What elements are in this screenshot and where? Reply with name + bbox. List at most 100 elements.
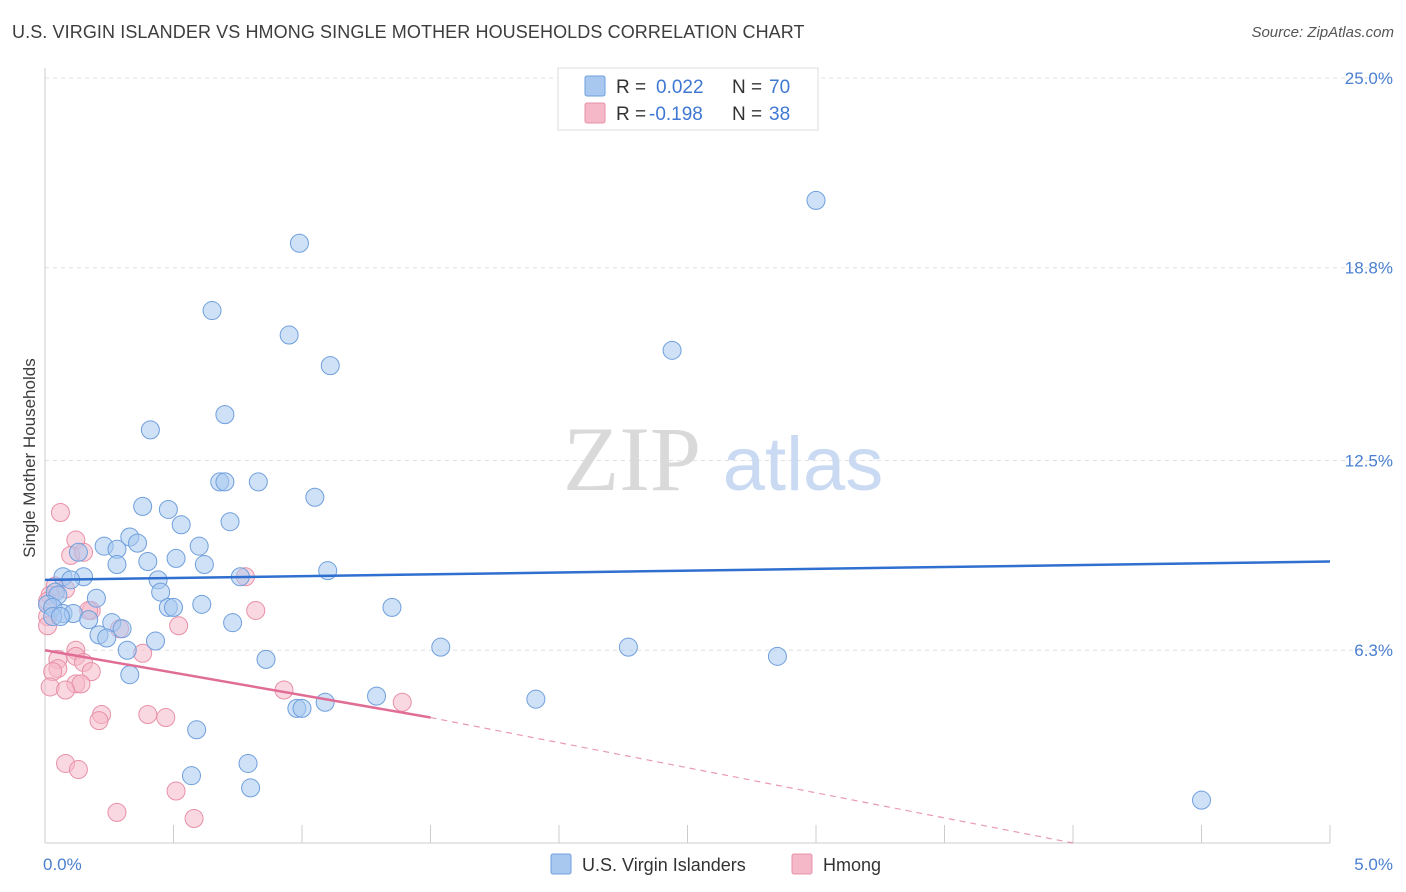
hmong-point-27 bbox=[56, 680, 76, 700]
virgin-islander-point-52 bbox=[146, 631, 166, 651]
legend-n-label-1: N = bbox=[732, 77, 762, 98]
hmong-point-29 bbox=[392, 692, 412, 712]
y-tick-labels: 6.3% 12.5% 18.8% 25.0% bbox=[1345, 69, 1393, 660]
hmong-trend-line bbox=[44, 648, 431, 719]
virgin-islander-point-39 bbox=[164, 597, 183, 617]
virgin-islander-point-3 bbox=[279, 325, 299, 345]
virgin-islander-point-40 bbox=[192, 594, 212, 614]
virgin-islander-point-61 bbox=[315, 692, 335, 712]
virgin-islander-point-6 bbox=[215, 405, 235, 425]
virgin-islander-point-25 bbox=[194, 555, 214, 575]
legend-swatch-virgin-islanders bbox=[584, 75, 606, 97]
virgin-islander-point-59 bbox=[367, 686, 387, 706]
virgin-islander-point-23 bbox=[138, 551, 158, 571]
legend-r-value-2: -0.198 bbox=[649, 104, 703, 125]
x-tick-label-1: 5.0% bbox=[1354, 855, 1393, 874]
hmong-point-13 bbox=[169, 616, 189, 636]
correlation-legend: R = 0.022 N = 70 R = -0.198 N = 38 bbox=[557, 67, 819, 131]
series-legend: U.S. Virgin Islanders Hmong bbox=[550, 853, 881, 875]
virgin-islander-point-15 bbox=[171, 515, 191, 535]
virgin-islander-point-4 bbox=[662, 340, 682, 360]
hmong-point-32 bbox=[156, 708, 176, 728]
virgin-islander-point-5 bbox=[320, 356, 340, 376]
hmong-points bbox=[38, 503, 412, 829]
hmong-point-38 bbox=[184, 809, 204, 829]
virgin-islander-point-2 bbox=[202, 301, 222, 321]
virgin-islander-point-55 bbox=[618, 637, 638, 657]
virgin-islander-point-0 bbox=[806, 190, 826, 210]
virgin-islander-point-22 bbox=[166, 548, 186, 568]
virgin-islander-point-11 bbox=[305, 487, 325, 507]
hmong-point-36 bbox=[166, 781, 186, 801]
virgin-islander-point-35 bbox=[86, 588, 106, 608]
virgin-islander-point-64 bbox=[187, 720, 207, 740]
y-tick-label-1: 12.5% bbox=[1345, 452, 1393, 471]
virgin-islander-point-19 bbox=[128, 533, 148, 553]
y-tick-label-2: 18.8% bbox=[1345, 259, 1393, 278]
virgin-islander-points bbox=[38, 190, 1211, 810]
hmong-point-26 bbox=[40, 677, 60, 697]
virgin-islander-point-14 bbox=[220, 512, 240, 532]
axes bbox=[44, 68, 1331, 844]
y-tick-label-3: 25.0% bbox=[1345, 69, 1393, 88]
virgin-islander-point-51 bbox=[97, 628, 117, 648]
virgin-islander-point-60 bbox=[526, 689, 546, 709]
bottom-legend-swatch-virgin-islanders bbox=[550, 853, 572, 875]
y-tick-label-0: 6.3% bbox=[1354, 641, 1393, 660]
bottom-legend-label-hmong: Hmong bbox=[823, 855, 881, 875]
virgin-islander-point-58 bbox=[120, 665, 140, 685]
virgin-islander-point-68 bbox=[1192, 790, 1211, 810]
hmong-point-31 bbox=[138, 704, 158, 724]
virgin-islander-trend-line bbox=[44, 560, 1331, 582]
virgin-islander-point-41 bbox=[382, 597, 402, 617]
virgin-islander-point-24 bbox=[107, 555, 127, 575]
source-label: Source: ZipAtlas.com bbox=[1251, 24, 1394, 41]
x-tick-label-0: 0.0% bbox=[43, 855, 82, 874]
hmong-point-0 bbox=[50, 503, 70, 523]
virgin-islander-point-21 bbox=[68, 542, 88, 562]
virgin-islander-point-34 bbox=[151, 582, 171, 602]
bottom-legend-label-virgin-islanders: U.S. Virgin Islanders bbox=[582, 855, 746, 875]
watermark: ZIP atlas bbox=[563, 408, 883, 510]
hmong-point-33 bbox=[89, 711, 109, 731]
virgin-islander-point-10 bbox=[248, 472, 268, 492]
virgin-islander-point-54 bbox=[431, 637, 451, 657]
virgin-islander-point-65 bbox=[238, 753, 258, 773]
legend-n-label-2: N = bbox=[732, 104, 762, 125]
legend-n-value-2: 38 bbox=[769, 104, 790, 125]
virgin-islander-point-53 bbox=[117, 640, 137, 660]
virgin-islander-point-13 bbox=[158, 499, 178, 519]
legend-r-label-1: R = bbox=[616, 77, 646, 98]
virgin-islander-point-7 bbox=[140, 420, 160, 440]
legend-swatch-hmong bbox=[584, 102, 606, 124]
hmong-point-11 bbox=[246, 600, 266, 620]
hmong-point-35 bbox=[68, 760, 88, 780]
virgin-islander-point-20 bbox=[189, 536, 209, 556]
virgin-islander-point-49 bbox=[223, 613, 243, 633]
bottom-legend-swatch-hmong bbox=[791, 853, 813, 875]
virgin-islander-point-48 bbox=[112, 619, 132, 639]
hmong-trend-extension bbox=[430, 716, 1074, 844]
chart-title: U.S. VIRGIN ISLANDER VS HMONG SINGLE MOT… bbox=[12, 22, 805, 42]
virgin-islander-point-46 bbox=[79, 610, 99, 630]
watermark-zip: ZIP bbox=[563, 408, 701, 510]
virgin-islander-point-67 bbox=[241, 778, 261, 798]
legend-r-label-2: R = bbox=[616, 104, 646, 125]
virgin-islander-point-9 bbox=[215, 472, 235, 492]
virgin-islander-point-66 bbox=[181, 766, 201, 786]
x-tick-labels: 0.0% 5.0% bbox=[43, 855, 1393, 874]
virgin-islander-point-45 bbox=[50, 607, 70, 627]
virgin-islander-point-63 bbox=[292, 698, 312, 718]
virgin-islander-point-1 bbox=[289, 233, 309, 253]
hmong-point-23 bbox=[81, 662, 101, 682]
gridlines bbox=[45, 77, 1390, 651]
legend-n-value-1: 70 bbox=[769, 77, 790, 98]
virgin-islander-point-56 bbox=[767, 646, 787, 666]
trend-lines bbox=[44, 560, 1331, 844]
y-axis-label: Single Mother Households bbox=[20, 358, 39, 557]
legend-r-value-1: 0.022 bbox=[656, 77, 704, 98]
virgin-islander-point-57 bbox=[256, 649, 276, 669]
virgin-islander-point-12 bbox=[133, 496, 153, 516]
watermark-atlas: atlas bbox=[723, 422, 884, 507]
